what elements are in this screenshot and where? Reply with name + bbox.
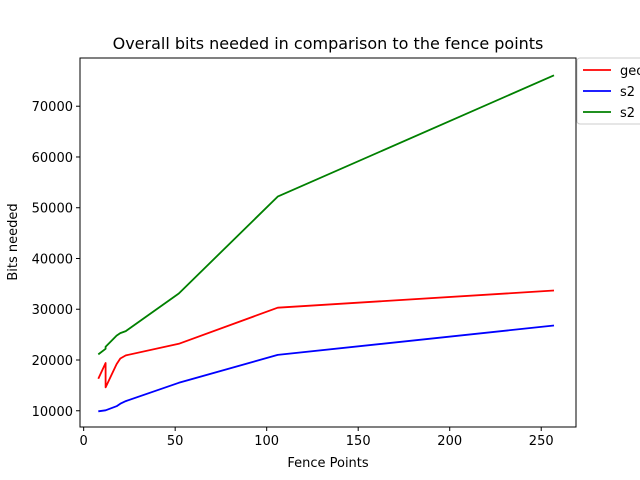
y-axis-label: Bits needed (6, 203, 21, 280)
y-tick-label: 40000 (32, 252, 73, 267)
x-axis-label: Fence Points (287, 456, 369, 471)
legend: geo s2 s2 (576, 57, 640, 125)
chart-title: Overall bits needed in comparison to the… (113, 34, 544, 53)
plot-frame (79, 57, 577, 428)
y-tick-label: 30000 (32, 303, 73, 318)
x-tick-label: 0 (80, 434, 88, 449)
y-axis: 10000 20000 30000 40000 50000 60000 70000 (32, 100, 80, 420)
y-tick-label: 10000 (32, 405, 73, 420)
y-tick-label: 70000 (32, 100, 73, 115)
x-tick-label: 150 (346, 434, 371, 449)
y-tick-label: 60000 (32, 151, 73, 166)
y-tick-label: 50000 (32, 202, 73, 217)
x-tick-label: 50 (167, 434, 184, 449)
legend-entry: s2 (620, 106, 635, 121)
legend-entry: s2 (620, 85, 635, 100)
x-tick-label: 250 (529, 434, 554, 449)
series-line-3 (97, 74, 555, 356)
series-line-1 (97, 289, 555, 389)
plot-lines (97, 74, 555, 413)
x-tick-label: 100 (254, 434, 279, 449)
y-tick-label: 20000 (32, 354, 73, 369)
x-tick-label: 200 (437, 434, 462, 449)
series-line-2 (98, 324, 555, 413)
legend-entry: geo (620, 64, 640, 79)
x-axis: 0 50 100 150 200 250 (80, 427, 554, 449)
